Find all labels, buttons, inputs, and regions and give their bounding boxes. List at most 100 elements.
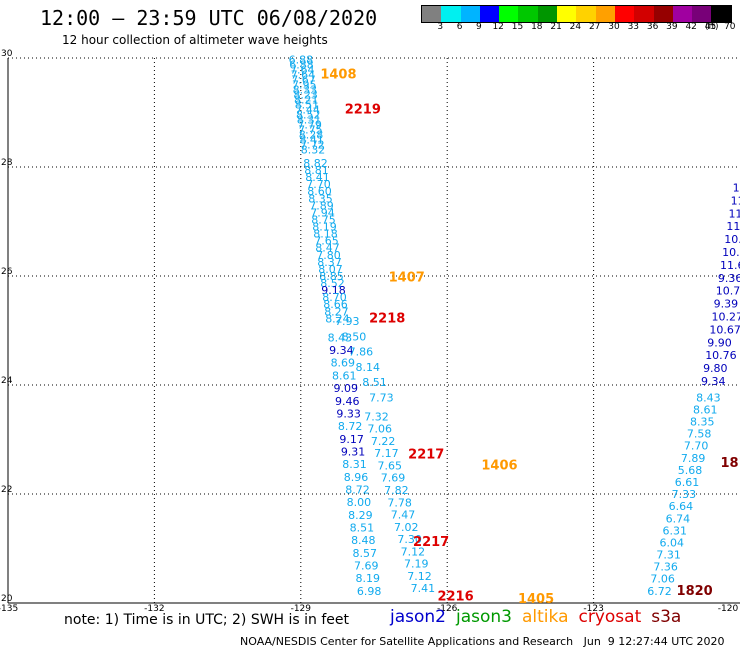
legend-label: 21 — [550, 22, 562, 32]
legend-label: 12 — [492, 22, 504, 32]
legend-label: 24 — [569, 22, 582, 32]
legend-label: 45 — [704, 22, 717, 32]
legend-swatch — [479, 6, 500, 22]
wave-height-value: 6.61 — [675, 476, 700, 489]
legend-swatch — [653, 6, 673, 22]
wave-height-value: 6.88 — [289, 58, 314, 71]
wave-height-value: 6.98 — [357, 585, 382, 598]
legend-swatch — [460, 6, 480, 22]
y-tick-label: 28 — [1, 158, 13, 168]
wave-height-value: 8.27 — [324, 305, 349, 318]
wave-height-value: 8.18 — [313, 228, 338, 241]
wave-height-value: 8.35 — [690, 416, 715, 429]
credit-line: NOAA/NESDIS Center for Satellite Applica… — [240, 635, 725, 648]
wave-height-value: 8.43 — [328, 331, 353, 344]
x-tick-label: -120 — [718, 604, 739, 614]
wave-height-value: 7.32 — [364, 410, 389, 423]
wave-height-value: 8.24 — [325, 312, 350, 325]
wave-height-value: 7.75 — [298, 123, 323, 136]
wave-height-value: 7.89 — [309, 199, 334, 212]
x-tick-label: -132 — [144, 604, 164, 614]
legend-swatch — [614, 6, 635, 22]
wave-height-value: 8.29 — [348, 509, 373, 522]
wave-height-value: 10.7 — [724, 233, 740, 246]
wave-height-value: 7.82 — [384, 484, 409, 497]
wave-height-value: 7.12 — [401, 545, 426, 558]
wave-height-value: 8.31 — [342, 458, 367, 471]
wave-height-value: 7.17 — [374, 447, 399, 460]
wave-height-value: 7.33 — [672, 488, 697, 501]
wave-height-value: 8.57 — [353, 547, 378, 560]
wave-height-value: 7.67 — [291, 73, 316, 86]
wave-height-value: 8.81 — [304, 164, 329, 177]
legend-swatch — [692, 6, 712, 22]
map-title: 12:00 — 23:59 UTC 06/08/2020 — [40, 6, 378, 30]
legend-label: 6 — [456, 22, 463, 32]
wave-height-value: 9.33 — [336, 407, 361, 420]
wave-height-value: 7.31 — [656, 549, 681, 562]
wave-height-value: 10.67 — [709, 323, 740, 336]
wave-height-value: 10.49 — [722, 246, 740, 259]
wave-height-value: 9.34 — [329, 344, 354, 357]
legend-label: 33 — [627, 22, 640, 32]
legend-label: 36 — [646, 22, 659, 32]
wave-height-value: 8.43 — [696, 391, 721, 404]
legend-label: 9 — [476, 22, 482, 32]
legend-label: 30 — [608, 22, 620, 32]
y-tick-label: 20 — [1, 594, 13, 604]
legend-label: 15 — [511, 22, 524, 32]
legend-swatch — [672, 6, 693, 22]
wave-height-value: 7.93 — [335, 315, 360, 328]
wave-height-value: 7.80 — [316, 249, 341, 262]
wave-height-value: 7.70 — [306, 178, 331, 191]
wave-height-value: 8.85 — [319, 270, 344, 283]
legend-label: 39 — [666, 22, 678, 32]
wave-height-value: 6.88 — [289, 53, 314, 66]
wave-height-value: 8.31 — [297, 113, 322, 126]
wave-height-value: 8.41 — [299, 133, 324, 146]
wave-height-value: 8.00 — [347, 496, 372, 509]
wave-height-value: 8.51 — [362, 376, 387, 389]
wave-height-value: 7.86 — [349, 346, 374, 359]
wave-height-value: 6.04 — [659, 536, 684, 549]
legend-swatch — [422, 6, 442, 22]
wave-height-value: 7.02 — [394, 521, 419, 534]
wave-height-value: 7.12 — [407, 570, 432, 583]
wave-height-value: 6.74 — [666, 512, 691, 525]
wave-height-value: 7.06 — [650, 573, 675, 586]
wave-height-value: 7.65 — [377, 459, 402, 472]
satellite-label: jason2 — [390, 607, 446, 627]
wave-height-value: 8.47 — [315, 242, 340, 255]
pass-time-label: 2219 — [345, 103, 381, 118]
wave-height-value: 11 — [733, 182, 740, 195]
legend-swatch — [518, 6, 538, 22]
wave-height-value: 8.41 — [305, 171, 330, 184]
satellite-label: s3a — [651, 607, 682, 627]
legend-label: 42 — [685, 22, 697, 32]
pass-time-label: 1405 — [518, 592, 554, 607]
wave-height-value: 8.33 — [293, 83, 318, 96]
map-subtitle: 12 hour collection of altimeter wave hei… — [62, 33, 328, 47]
legend-swatch — [711, 6, 731, 22]
legend-label: 70 — [724, 22, 736, 32]
wave-height-value: 8.96 — [344, 471, 369, 484]
wave-height-value: 8.19 — [355, 572, 380, 585]
wave-height-value: 8.72 — [338, 420, 363, 433]
wave-height-value: 8.21 — [294, 93, 319, 106]
wave-height-value: 8.28 — [299, 128, 324, 141]
wave-height-value: 11.65 — [720, 259, 740, 272]
wave-height-value: 7.89 — [681, 452, 706, 465]
pass-time-label: 1819 — [720, 456, 740, 471]
wave-height-value: 9.36 — [718, 272, 740, 285]
pass-time-label: 2218 — [369, 311, 405, 326]
wave-height-value: 9.31 — [341, 445, 366, 458]
wave-height-value: 7.94 — [310, 206, 335, 219]
x-tick-label: -129 — [291, 604, 312, 614]
wave-height-value: 6.72 — [647, 585, 672, 598]
wave-height-value: 9.80 — [703, 362, 728, 375]
wave-height-value: 8.19 — [312, 221, 337, 234]
pass-time-label: 1408 — [320, 68, 356, 83]
wave-height-value: 9.09 — [333, 382, 358, 395]
wave-height-value: 9.39 — [714, 298, 739, 311]
wave-height-value: 7.58 — [687, 428, 712, 441]
